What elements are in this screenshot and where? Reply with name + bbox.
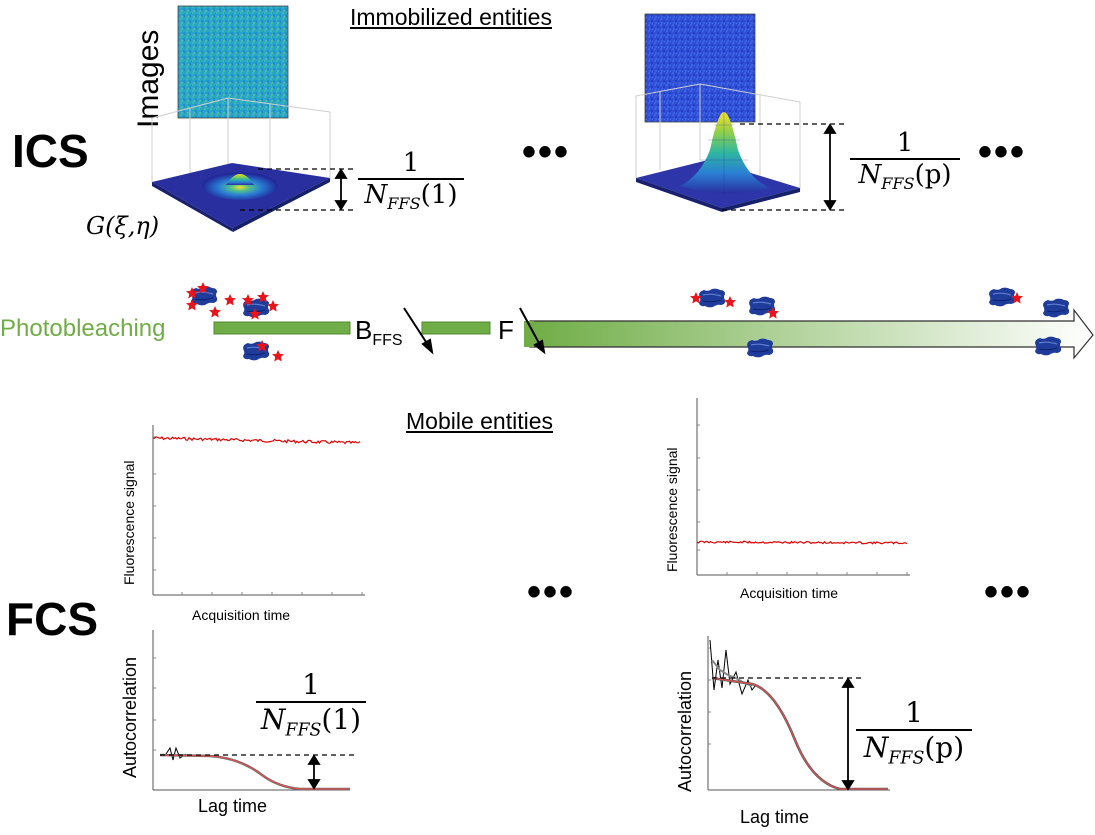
fraction-numerator: 1 — [905, 696, 923, 729]
ics-double-arrows — [334, 123, 837, 211]
fraction-arg: (1) — [420, 180, 458, 210]
lag-time-label-2: Lag time — [740, 807, 810, 827]
fraction-fcs-p: 1 NFFS(p) — [856, 696, 972, 769]
fraction-n: N — [364, 180, 388, 210]
autocorr-axes-1 — [152, 630, 350, 791]
g-function-label: G(ξ,η) — [86, 212, 160, 240]
ics-label: ICS — [12, 125, 89, 177]
fraction-n: N — [863, 731, 889, 764]
fraction-sub: FFS — [285, 720, 322, 741]
surface-2-peak — [680, 112, 770, 194]
lag-time-label-1: Lag time — [198, 796, 268, 816]
fcs-signal-axes-1 — [152, 425, 365, 596]
fraction-fcs-1: 1 NFFS(1) — [256, 668, 366, 741]
photobleaching-arrow — [529, 308, 1094, 360]
fraction-arg: (p) — [924, 731, 965, 764]
f-label: F — [498, 315, 514, 345]
fraction-numerator: 1 — [302, 668, 320, 701]
fraction-sub: FFS — [888, 748, 925, 769]
image-initial — [177, 5, 289, 119]
fluorescence-trace-2 — [696, 540, 908, 545]
fraction-ics-1: 1 NFFS(1) — [358, 148, 464, 213]
bffs-label: BFFS — [355, 315, 403, 350]
autocorr-axes-2 — [707, 636, 890, 791]
fraction-numerator: 1 — [402, 148, 420, 178]
mobile-header: Mobile entities — [406, 408, 554, 434]
fcs-label: FCS — [6, 593, 98, 645]
fluorescence-trace-1 — [152, 436, 361, 445]
bffs-sub: FFS — [372, 332, 403, 350]
fraction-arg: (p) — [914, 160, 952, 190]
fraction-arg: (1) — [321, 703, 362, 736]
fraction-sub: FFS — [881, 174, 915, 194]
break-marks — [403, 307, 546, 355]
autocorr-fit-1 — [159, 754, 350, 790]
autocorr-arrow-2 — [841, 677, 855, 791]
acquisition-time-label-2: Acquisition time — [740, 585, 839, 601]
surface-1-peak — [202, 172, 278, 200]
photobleaching-bar-2 — [421, 321, 491, 335]
bffs-b: B — [355, 315, 373, 345]
photobleaching-label: Photobleaching — [0, 315, 166, 342]
fraction-numerator: 1 — [896, 128, 914, 158]
fraction-n: N — [858, 160, 882, 190]
immobilized-header: Immobilized entities — [350, 4, 552, 30]
photobleaching-bar-1 — [213, 321, 351, 335]
fraction-ics-p: 1 NFFS(p) — [850, 128, 960, 193]
acquisition-time-label-1: Acquisition time — [192, 607, 291, 623]
autocorr-fit-2 — [711, 677, 888, 790]
autocorr-arrow-1 — [307, 754, 321, 790]
fraction-sub: FFS — [387, 194, 421, 214]
fcs-signal-axes-2 — [696, 398, 910, 576]
fraction-n: N — [260, 703, 286, 736]
